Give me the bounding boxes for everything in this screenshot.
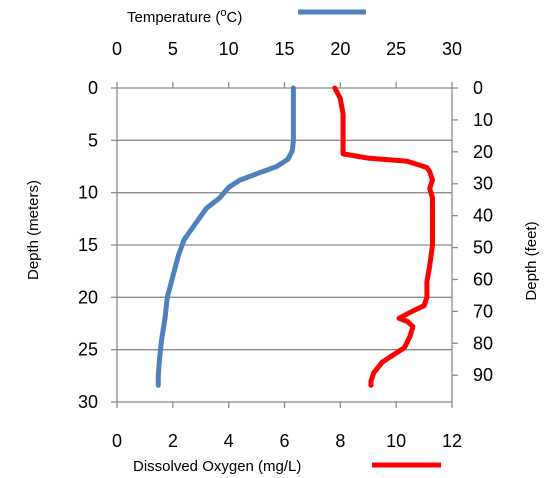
bottom-axis-tick-5: 10: [386, 431, 406, 451]
right-axis-tick-7: 70: [473, 301, 493, 321]
left-axis-tick-5: 25: [78, 340, 98, 360]
left-axis-tick-2: 10: [78, 183, 98, 203]
bottom-axis-tick-3: 6: [279, 431, 289, 451]
series-line-dissolved-oxygen: [332, 85, 435, 388]
right-axis-tick-2: 20: [473, 142, 493, 162]
bottom-axis-tick-0: 0: [112, 431, 122, 451]
left-axis-tick-6: 30: [78, 392, 98, 412]
legend-label-dissolved-oxygen: Dissolved Oxygen (mg/L): [133, 458, 301, 475]
right-axis-tick-9: 90: [473, 365, 493, 385]
top-axis-tick-1: 5: [168, 39, 178, 59]
top-axis-tick-4: 20: [330, 39, 350, 59]
left-axis-title: Depth (meters): [25, 180, 42, 280]
top-axis-tick-2: 10: [219, 39, 239, 59]
top-axis-tick-3: 15: [274, 39, 294, 59]
top-axis-tick-0: 0: [112, 39, 122, 59]
left-axis-tick-1: 5: [88, 130, 98, 150]
right-axis-tick-0: 0: [473, 78, 483, 98]
bottom-axis-tick-6: 12: [442, 431, 462, 451]
right-axis-tick-6: 60: [473, 269, 493, 289]
right-axis-title: Depth (feet): [523, 221, 540, 300]
left-axis-tick-4: 20: [78, 287, 98, 307]
right-axis-tick-8: 80: [473, 333, 493, 353]
right-axis-tick-3: 30: [473, 174, 493, 194]
right-axis-tick-5: 50: [473, 238, 493, 258]
left-axis-tick-3: 15: [78, 235, 98, 255]
bottom-axis-tick-4: 8: [335, 431, 345, 451]
legend-label-superscript: o: [220, 7, 226, 19]
top-axis-tick-5: 25: [386, 39, 406, 59]
left-axis-tick-0: 0: [88, 78, 98, 98]
legend-label-part: C): [227, 9, 243, 26]
bottom-axis-tick-2: 4: [224, 431, 234, 451]
bottom-axis-tick-1: 2: [168, 431, 178, 451]
top-axis-tick-6: 30: [442, 39, 462, 59]
right-axis-tick-1: 10: [473, 110, 493, 130]
right-axis-tick-4: 40: [473, 206, 493, 226]
legend-label-temperature: Temperature (oC): [127, 7, 242, 26]
series-line-temperature: [155, 85, 296, 388]
legend-label-part: Temperature (: [127, 9, 220, 26]
